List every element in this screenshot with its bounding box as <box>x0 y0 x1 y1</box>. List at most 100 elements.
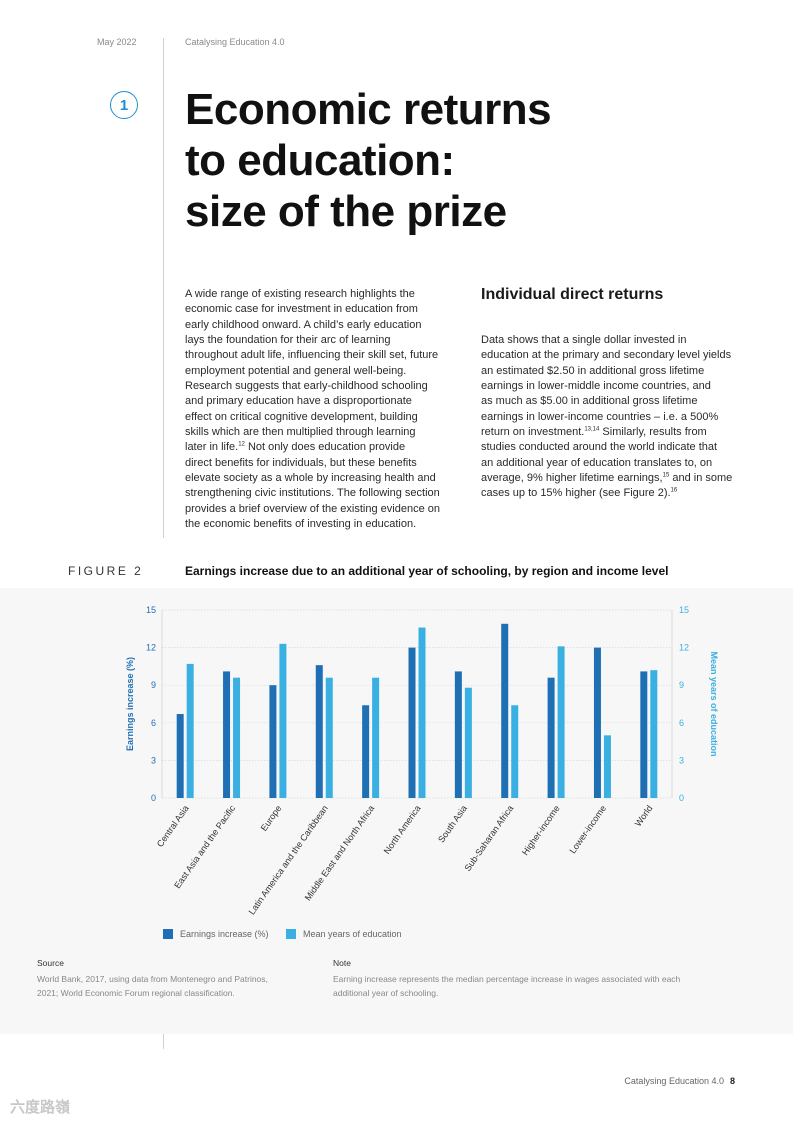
bar-earnings <box>454 671 462 798</box>
text-line: strengthening civic institutions. The fo… <box>185 487 440 500</box>
text-segment: Similarly, results from <box>599 426 707 439</box>
y2-tick-label: 0 <box>679 793 684 803</box>
y2-tick-label: 6 <box>679 718 684 728</box>
legend-swatch <box>286 929 296 939</box>
x-tick-label: Central Asia <box>155 803 191 848</box>
title-line: to education: <box>185 136 455 185</box>
y-tick-label: 12 <box>146 643 156 653</box>
y-tick-label: 0 <box>151 793 156 803</box>
y2-tick-label: 15 <box>679 605 689 615</box>
x-tick-label: Sub-Saharan Africa <box>462 803 515 873</box>
text-line: A wide range of existing research highli… <box>185 288 415 300</box>
bar-years <box>279 643 287 798</box>
text-line: provides a brief overview of the existin… <box>185 502 440 515</box>
text-segment: average, 9% higher lifetime earnings, <box>481 472 663 485</box>
legend-item-earnings: Earnings increase (%) <box>163 929 269 939</box>
x-tick-label: Lower-income <box>567 803 608 855</box>
page-footer: Catalysing Education 4.0 8 <box>624 1076 735 1086</box>
note-heading: Note <box>333 958 351 968</box>
divider-line <box>163 1034 164 1049</box>
y-tick-label: 6 <box>151 718 156 728</box>
text-line: employment potential and general well-be… <box>185 364 407 377</box>
text-line: and primary education have a disproporti… <box>185 395 412 408</box>
text-line: early childhood onward. A child’s early … <box>185 318 422 331</box>
chapter-title: Economic returns to education: size of t… <box>185 84 552 237</box>
legend-item-years: Mean years of education <box>286 929 402 939</box>
divider-line <box>163 261 164 538</box>
bar-earnings <box>362 705 370 798</box>
legend-swatch <box>163 929 173 939</box>
text-line: throughout adult life, influencing their… <box>185 349 439 362</box>
y2-tick-label: 3 <box>679 755 684 765</box>
chapter-number-badge: 1 <box>110 91 138 119</box>
header-date: May 2022 <box>97 37 137 47</box>
y-axis-title: Earnings increase (%) <box>125 657 135 751</box>
page-number: 8 <box>729 1076 735 1086</box>
bar-chart: 0 0 3 3 6 6 9 9 12 12 15 15 Earnings increase (%) Mea… <box>125 605 719 917</box>
y-tick-label: 9 <box>151 680 156 690</box>
bar-years <box>464 687 472 798</box>
bar-years <box>511 705 519 798</box>
bar-earnings <box>269 685 277 798</box>
text-line: Data shows that a single dollar invested… <box>481 334 687 346</box>
text-line: elevate society as a whole by increasing… <box>185 472 436 485</box>
watermark-logo: 六度路嶺 <box>10 1099 71 1116</box>
footnote-ref[interactable]: 12 <box>238 441 245 448</box>
text-line: skills which are then multiplied through… <box>185 426 416 439</box>
source-heading: Source <box>37 958 64 968</box>
text-line: additional year of schooling. <box>333 987 439 998</box>
footnote-ref[interactable]: 13,14 <box>584 426 600 433</box>
bar-earnings <box>640 671 648 798</box>
text-line: Research suggests that early-childhood s… <box>185 380 428 393</box>
title-line: Economic returns <box>185 85 552 134</box>
text-segment: Not only does education provide <box>244 441 406 454</box>
text-segment: later in life. <box>185 441 239 454</box>
bar-years <box>603 735 611 798</box>
y2-tick-label: 9 <box>679 680 684 690</box>
text-line: studies conducted around the world indic… <box>481 441 718 454</box>
x-tick-label: Higher-income <box>520 803 562 857</box>
text-line: Earning increase represents the median p… <box>333 974 681 984</box>
footer-report-title: Catalysing Education 4.0 <box>624 1076 724 1086</box>
text-line: direct benefits for individuals, but the… <box>185 456 417 469</box>
text-line: World Bank, 2017, using data from Monten… <box>37 974 268 984</box>
x-tick-label: North America <box>382 803 423 855</box>
text-line: education at the primary and secondary l… <box>481 349 732 362</box>
bar-years <box>233 677 241 798</box>
y-tick-label: 15 <box>146 605 156 615</box>
y2-axis-title: Mean years of education <box>709 651 719 756</box>
text-line: the economic benefits of investing in ed… <box>185 518 417 531</box>
figure-panel <box>0 588 793 1034</box>
section-paragraph: Data shows that a single dollar invested… <box>481 333 732 502</box>
bar-years <box>186 663 194 798</box>
legend-label: Mean years of education <box>303 929 402 939</box>
bar-years <box>418 627 426 798</box>
bar-earnings <box>593 647 601 798</box>
text-line: average, 9% higher lifetime earnings,15 … <box>481 471 732 486</box>
text-segment: return on investment. <box>481 426 585 439</box>
text-line: as much as $5.00 in additional gross lif… <box>481 395 698 408</box>
figure-title: Earnings increase due to an additional y… <box>185 564 669 578</box>
footnote-ref[interactable]: 15 <box>662 472 670 479</box>
text-line: earnings in lower-middle income countrie… <box>481 380 711 393</box>
header-report-title: Catalysing Education 4.0 <box>185 37 285 47</box>
footnote-ref[interactable]: 16 <box>670 487 678 494</box>
text-line: cases up to 15% higher (see Figure 2).16 <box>481 486 732 501</box>
text-line: 2021; World Economic Forum regional clas… <box>37 987 235 998</box>
text-line: earnings in lower-income countries – i.e… <box>481 410 719 423</box>
x-tick-label: Latin America and the Caribbean <box>247 803 330 916</box>
bar-earnings <box>501 623 509 798</box>
bar-earnings <box>176 714 184 798</box>
text-line: lays the foundation for their arc of lea… <box>185 334 391 347</box>
figure-label: FIGURE 2 <box>68 564 144 578</box>
bar-years <box>650 670 658 798</box>
bar-earnings <box>315 665 323 798</box>
bar-years <box>557 646 565 798</box>
text-line: an estimated $2.50 in additional gross l… <box>481 364 705 377</box>
bar-earnings <box>408 647 416 798</box>
x-tick-label: World <box>633 803 655 828</box>
text-segment: cases up to 15% higher (see Figure 2). <box>481 487 671 500</box>
note-text: Earning increase represents the median p… <box>333 973 680 1000</box>
text-line: effect on critical cognitive development… <box>185 410 418 423</box>
bar-earnings <box>223 671 231 798</box>
